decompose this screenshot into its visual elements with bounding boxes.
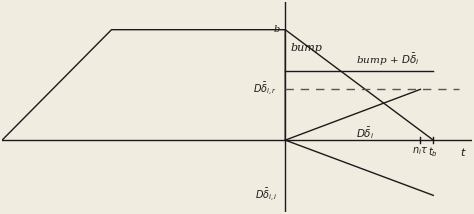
Text: bump: bump — [291, 43, 322, 53]
Text: $n_i\tau$: $n_i\tau$ — [412, 146, 428, 158]
Text: $D\bar{\delta}_{i,r}$: $D\bar{\delta}_{i,r}$ — [254, 81, 278, 98]
Text: $D\bar{\delta}_{i,i}$: $D\bar{\delta}_{i,i}$ — [255, 187, 278, 204]
Text: $t$: $t$ — [460, 146, 466, 158]
Text: b: b — [274, 25, 280, 34]
Text: $D\bar{\delta}_i$: $D\bar{\delta}_i$ — [356, 125, 374, 141]
Text: bump + $D\bar{\delta}_i$: bump + $D\bar{\delta}_i$ — [356, 52, 419, 68]
Text: $t_b$: $t_b$ — [428, 146, 438, 159]
